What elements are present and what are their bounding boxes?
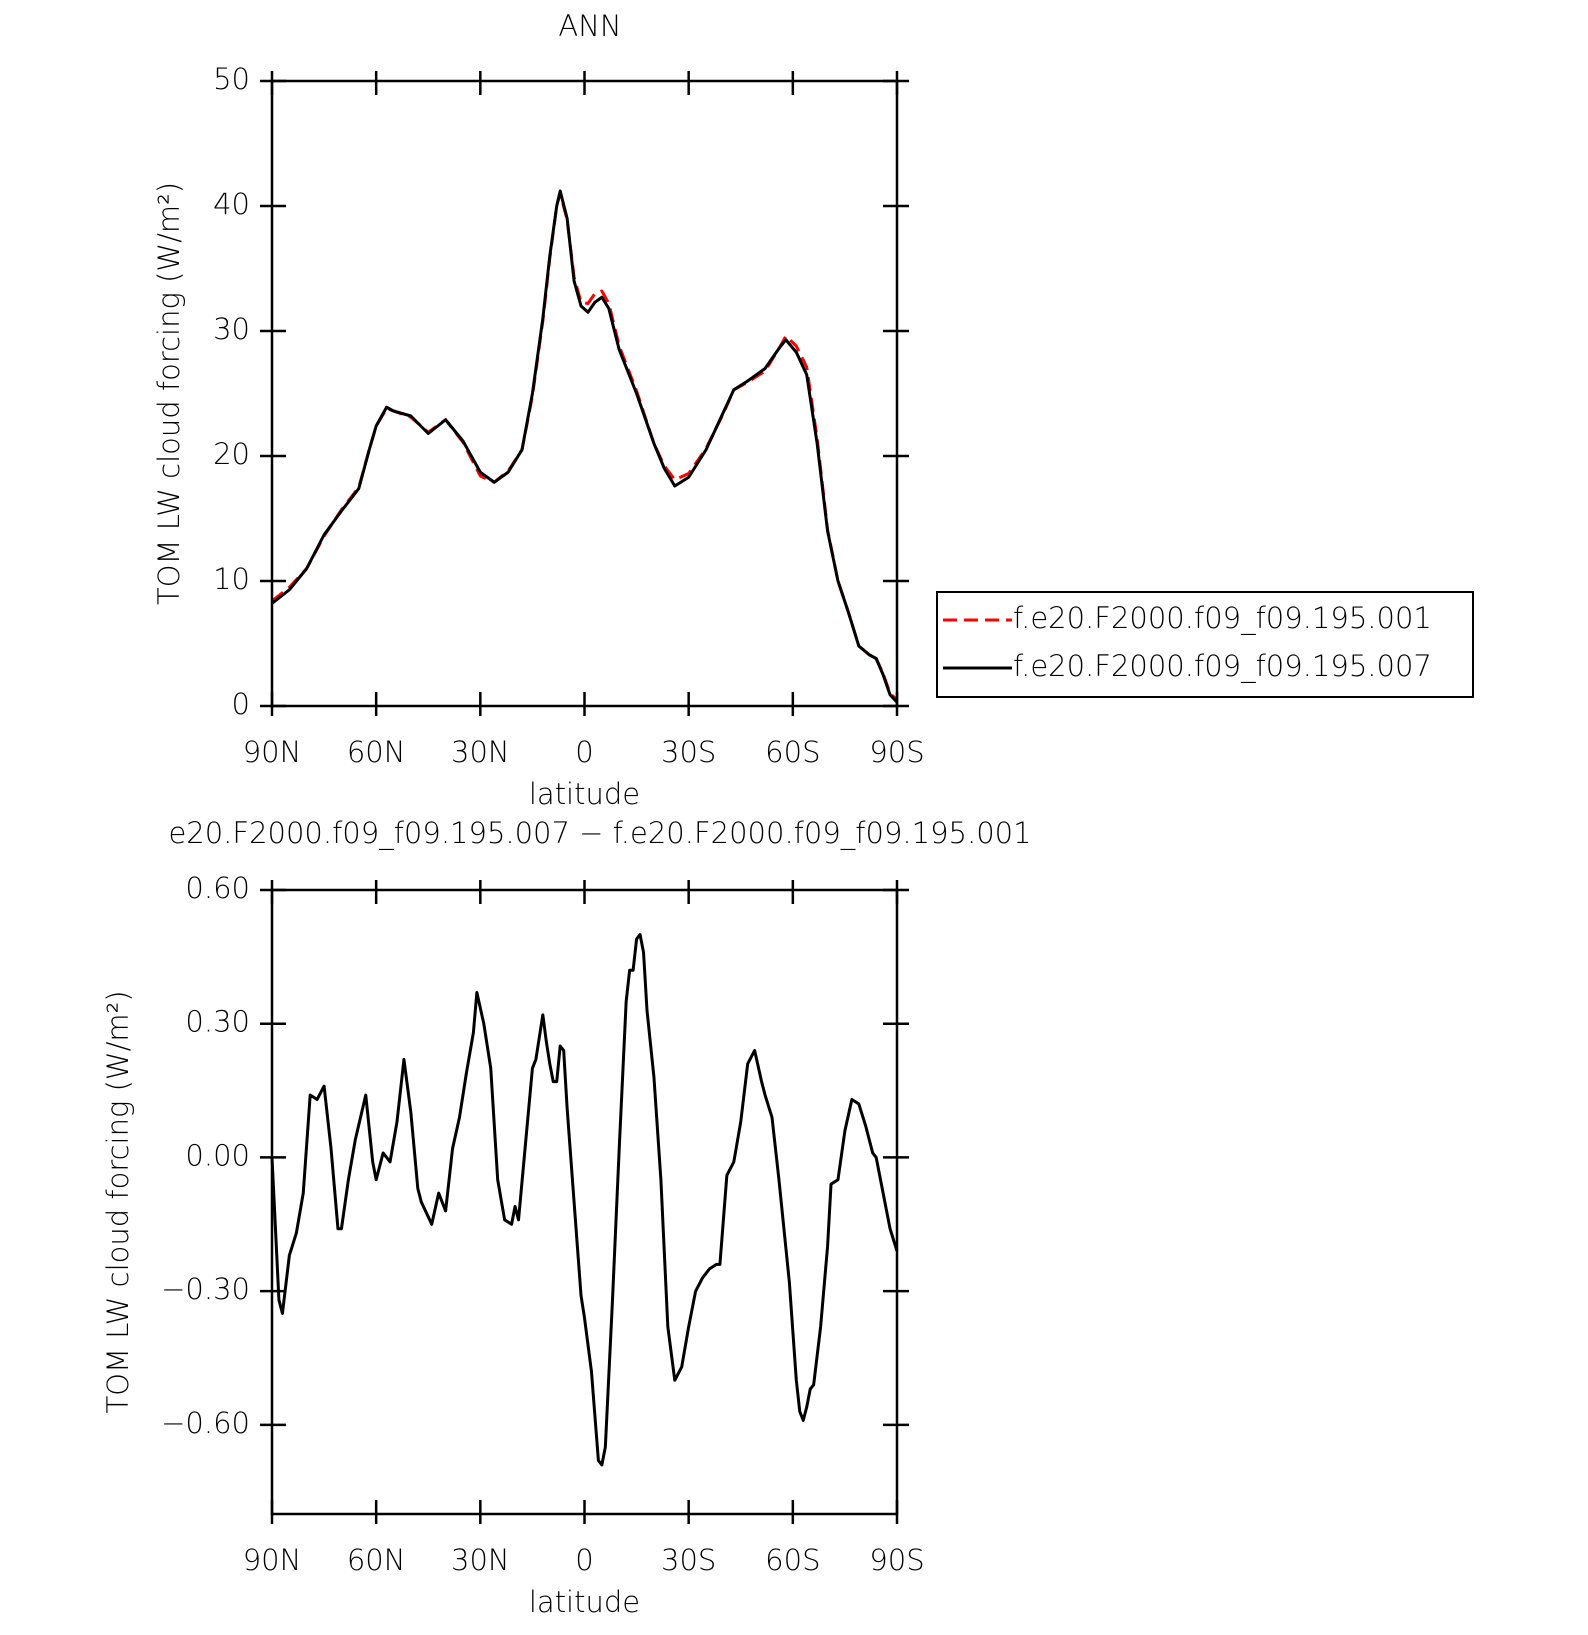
x-tick-label: 90S: [869, 1543, 924, 1577]
x-tick-label: 90N: [243, 735, 302, 769]
x-tick-label: 60S: [765, 735, 820, 769]
x-axis-label: latitude: [529, 777, 640, 811]
plot-frame: [270, 79, 899, 708]
data-line: [271, 192, 899, 701]
x-tick-label: 90S: [869, 735, 924, 769]
y-tick-label: 10: [213, 562, 250, 596]
x-tick-label: 60N: [347, 735, 406, 769]
y-tick-label: −0.60: [161, 1406, 250, 1440]
legend-label: f.e20.F2000.f09_f09.195.001: [1013, 601, 1432, 636]
data-line: [270, 933, 899, 1467]
x-tick-label: 0: [575, 735, 593, 769]
chart-title: e20.F2000.f09_f09.195.007 − f.e20.F2000.…: [168, 816, 1031, 851]
y-tick-label: 0: [232, 687, 250, 721]
legend-box: [936, 591, 1474, 698]
y-tick-label: 20: [213, 437, 250, 471]
x-tick-label: 0: [575, 1543, 593, 1577]
y-tick-label: 50: [213, 62, 250, 96]
data-line: [271, 189, 899, 704]
x-axis-label: latitude: [529, 1585, 640, 1619]
chart-title: ANN: [558, 9, 621, 43]
y-tick-label: 0.30: [185, 1005, 250, 1039]
y-axis-label: TOM LW cloud forcing (W/m²): [101, 990, 135, 1413]
x-tick-label: 30S: [661, 1543, 716, 1577]
plot-frame: [270, 888, 899, 1516]
legend-label: f.e20.F2000.f09_f09.195.007: [1013, 649, 1432, 684]
y-tick-label: 0.60: [185, 871, 250, 905]
y-tick-label: 0.00: [185, 1138, 250, 1172]
x-tick-label: 60S: [765, 1543, 820, 1577]
x-tick-label: 30N: [451, 735, 510, 769]
x-tick-label: 30S: [661, 735, 716, 769]
y-tick-label: 30: [213, 312, 250, 346]
y-tick-label: −0.30: [161, 1272, 250, 1306]
x-tick-label: 30N: [451, 1543, 510, 1577]
y-tick-label: 40: [213, 187, 250, 221]
y-axis-label: TOM LW cloud forcing (W/m²): [152, 182, 186, 605]
x-tick-label: 60N: [347, 1543, 406, 1577]
x-tick-label: 90N: [243, 1543, 302, 1577]
